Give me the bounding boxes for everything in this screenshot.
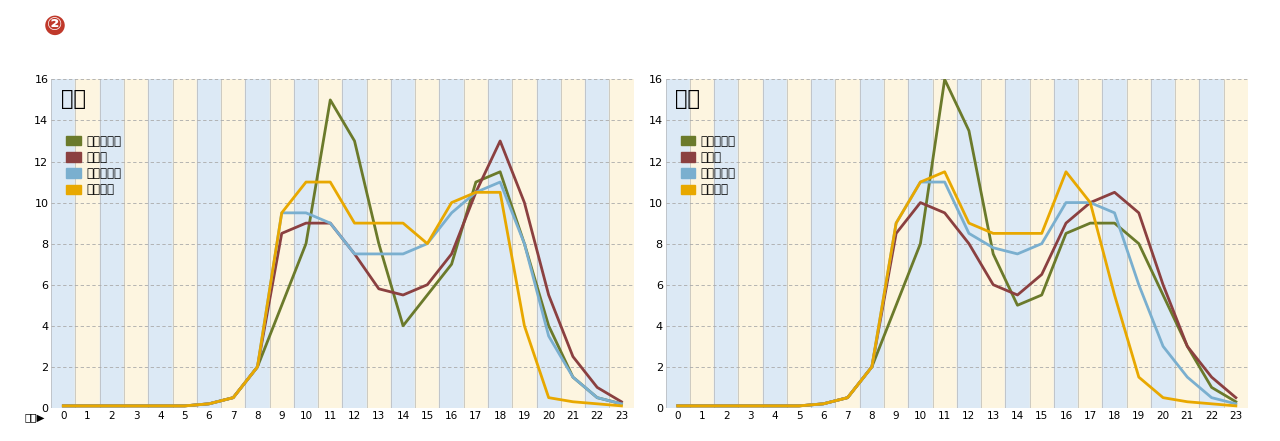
Text: ②: ② bbox=[47, 16, 63, 34]
Bar bbox=[343, 79, 366, 408]
Bar bbox=[1126, 79, 1151, 408]
Bar bbox=[980, 79, 1005, 408]
Bar bbox=[787, 79, 812, 408]
Text: 平日: 平日 bbox=[60, 89, 86, 109]
Bar bbox=[1151, 79, 1175, 408]
Bar bbox=[714, 79, 739, 408]
Bar bbox=[221, 79, 246, 408]
Text: 時刻▶: 時刻▶ bbox=[24, 412, 45, 422]
Bar bbox=[957, 79, 980, 408]
Bar bbox=[836, 79, 860, 408]
Text: 2022/1/1～2024/9/30　単位：%　出所：CODE買いログデータ（全国・15～79歳・拡大推計値）: 2022/1/1～2024/9/30 単位：% 出所：CODE買いログデータ（全… bbox=[9, 59, 399, 71]
Bar bbox=[366, 79, 390, 408]
Bar bbox=[1102, 79, 1126, 408]
Bar bbox=[390, 79, 415, 408]
Text: 図表: 図表 bbox=[9, 16, 31, 34]
Bar bbox=[488, 79, 512, 408]
Bar bbox=[173, 79, 197, 408]
Bar bbox=[439, 79, 463, 408]
Bar bbox=[690, 79, 714, 408]
Bar bbox=[512, 79, 536, 408]
Bar bbox=[270, 79, 294, 408]
Text: 週末: 週末 bbox=[675, 89, 700, 109]
Bar bbox=[124, 79, 148, 408]
Bar bbox=[1005, 79, 1029, 408]
Bar bbox=[812, 79, 836, 408]
Bar bbox=[148, 79, 173, 408]
Bar bbox=[415, 79, 439, 408]
Bar bbox=[463, 79, 488, 408]
Bar bbox=[246, 79, 270, 408]
Legend: 唐揚げ弁当, 唐揚げ, 冷凍唐揚げ, 唐揚げ粉: 唐揚げ弁当, 唐揚げ, 冷凍唐揚げ, 唐揚げ粉 bbox=[67, 135, 122, 197]
Bar bbox=[319, 79, 343, 408]
Bar bbox=[666, 79, 690, 408]
Bar bbox=[76, 79, 100, 408]
Bar bbox=[536, 79, 561, 408]
Bar bbox=[884, 79, 909, 408]
Bar bbox=[51, 79, 76, 408]
Bar bbox=[1053, 79, 1078, 408]
Bar bbox=[197, 79, 221, 408]
Bar bbox=[561, 79, 585, 408]
Bar bbox=[1199, 79, 1224, 408]
Bar bbox=[100, 79, 124, 408]
Bar bbox=[294, 79, 319, 408]
Text: SM業態における「唐揚げ」購入率の時間別変化（平日・週末）: SM業態における「唐揚げ」購入率の時間別変化（平日・週末） bbox=[68, 16, 389, 34]
Bar bbox=[1029, 79, 1053, 408]
Bar bbox=[860, 79, 884, 408]
Bar bbox=[763, 79, 787, 408]
Bar bbox=[1175, 79, 1199, 408]
Bar bbox=[739, 79, 763, 408]
Legend: 唐揚げ弁当, 唐揚げ, 冷凍唐揚げ, 唐揚げ粉: 唐揚げ弁当, 唐揚げ, 冷凍唐揚げ, 唐揚げ粉 bbox=[681, 135, 736, 197]
Bar bbox=[933, 79, 957, 408]
Bar bbox=[585, 79, 609, 408]
Bar bbox=[609, 79, 634, 408]
Bar bbox=[1078, 79, 1102, 408]
Bar bbox=[909, 79, 933, 408]
Bar bbox=[1224, 79, 1248, 408]
